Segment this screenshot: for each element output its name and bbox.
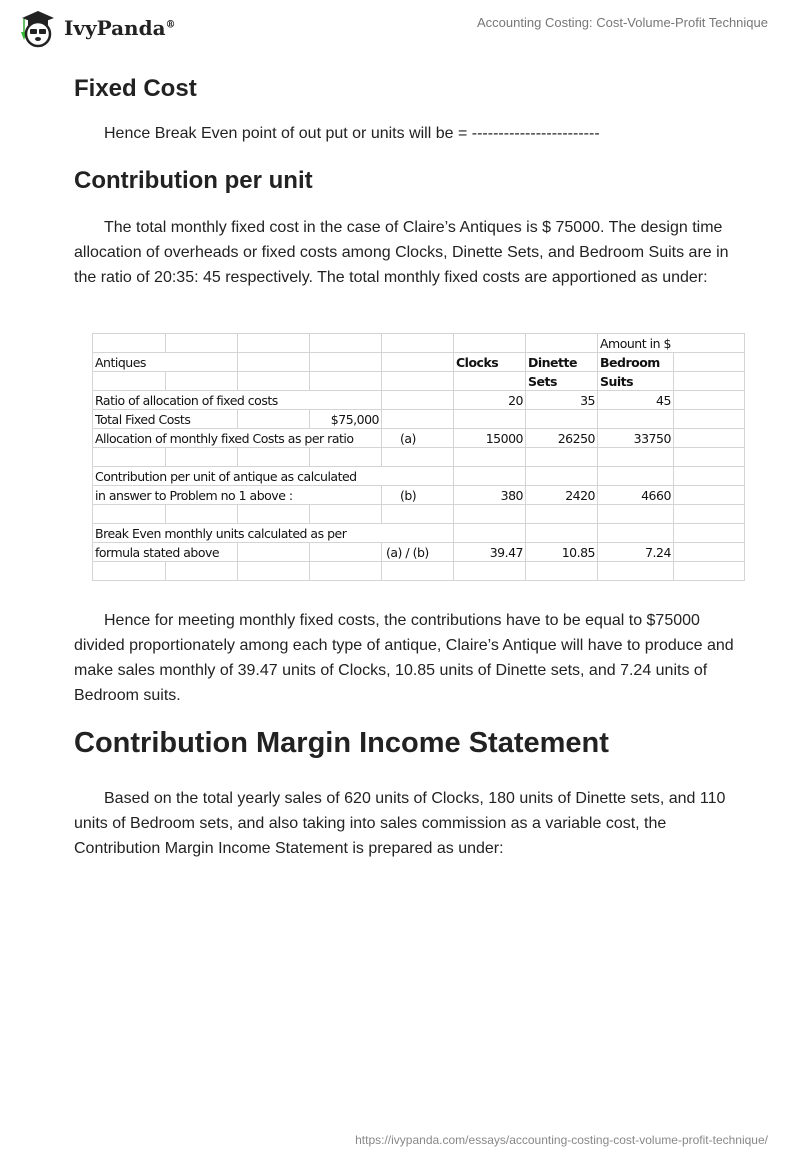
- cell: Suits: [597, 371, 674, 391]
- cell: 2420: [525, 485, 598, 505]
- cell: Antiques: [92, 352, 166, 372]
- cell: 45: [597, 390, 674, 410]
- cell: Ratio of allocation of fixed costs: [92, 390, 382, 410]
- cell: (a) / (b): [381, 542, 454, 562]
- column-header-bedroom: Bedroom: [597, 352, 674, 372]
- table-row: [92, 447, 745, 467]
- fixed-cost-allocation-table: Amount in $ Antiques Clocks Dinette Bedroom…: [92, 333, 745, 581]
- cell: $75,000: [309, 409, 382, 429]
- logo[interactable]: IvyPanda®: [18, 8, 176, 48]
- amount-label: Amount in $: [597, 333, 674, 353]
- cell: Total Fixed Costs: [92, 409, 238, 429]
- table-row: Break Even monthly units calculated as p…: [92, 523, 745, 543]
- header: IvyPanda® Accounting Costing: Cost-Volum…: [0, 0, 800, 50]
- cell: 4660: [597, 485, 674, 505]
- heading-cmis: Contribution Margin Income Statement: [74, 727, 609, 759]
- table-row: Allocation of monthly fixed Costs as per…: [92, 428, 745, 448]
- cell: 15000: [453, 428, 526, 448]
- table-row: [92, 561, 745, 581]
- table-row: formula stated above (a) / (b) 39.47 10.85 7…: [92, 542, 745, 562]
- table-row: in answer to Problem no 1 above : (b) 380 2…: [92, 485, 745, 505]
- cell: 20: [453, 390, 526, 410]
- cell: 7.24: [597, 542, 674, 562]
- paragraph: The total monthly fixed cost in the case…: [74, 219, 729, 286]
- table-row: Antiques Clocks Dinette Bedroom: [92, 352, 745, 372]
- cell: in answer to Problem no 1 above :: [92, 485, 382, 505]
- source-url[interactable]: https://ivypanda.com/essays/accounting-c…: [355, 1133, 768, 1147]
- panda-logo-icon: [21, 11, 54, 48]
- cell: 26250: [525, 428, 598, 448]
- paragraph: Hence for meeting monthly fixed costs, t…: [74, 612, 734, 704]
- cell: 380: [453, 485, 526, 505]
- paragraph: Based on the total yearly sales of 620 u…: [74, 790, 726, 857]
- cell: 10.85: [525, 542, 598, 562]
- cell: (a): [381, 428, 454, 448]
- cell: 39.47: [453, 542, 526, 562]
- paragraph: Hence Break Even point of out put or uni…: [104, 125, 600, 142]
- cell: (b): [381, 485, 454, 505]
- column-header-dinette: Dinette: [525, 352, 598, 372]
- cell: Contribution per unit of antique as calc…: [92, 466, 454, 486]
- document-title: Accounting Costing: Cost-Volume-Profit T…: [477, 15, 768, 30]
- cell: Sets: [525, 371, 598, 391]
- table-row: Total Fixed Costs $75,000: [92, 409, 745, 429]
- cell: 33750: [597, 428, 674, 448]
- table-row: [92, 504, 745, 524]
- heading-fixed-cost: Fixed Cost: [74, 75, 197, 102]
- logo-text: IvyPanda®: [64, 16, 176, 40]
- table-row: Sets Suits: [92, 371, 745, 391]
- cell: formula stated above: [92, 542, 238, 562]
- cell: Allocation of monthly fixed Costs as per…: [92, 428, 382, 448]
- table-row: Amount in $: [92, 333, 745, 353]
- cell: 35: [525, 390, 598, 410]
- table-row: Ratio of allocation of fixed costs 20 35 45: [92, 390, 745, 410]
- heading-contribution: Contribution per unit: [74, 167, 313, 194]
- cell: Break Even monthly units calculated as p…: [92, 523, 454, 543]
- column-header-clocks: Clocks: [453, 352, 526, 372]
- table-row: Contribution per unit of antique as calc…: [92, 466, 745, 486]
